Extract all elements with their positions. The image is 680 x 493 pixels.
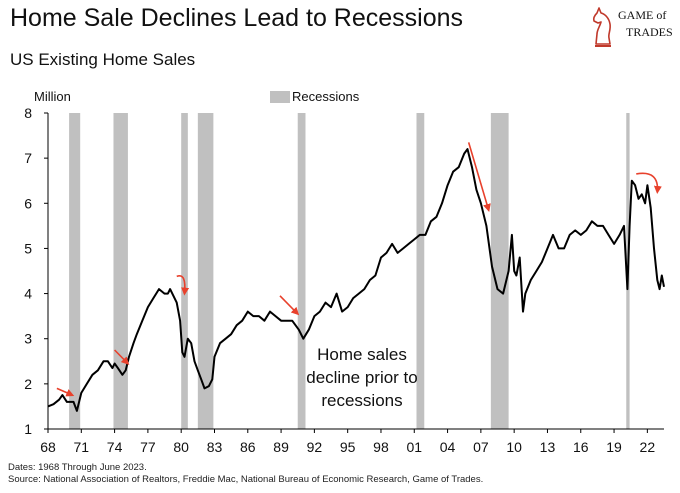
x-tick-label: 89 xyxy=(273,439,289,455)
recession-band xyxy=(113,113,128,429)
x-tick-label: 98 xyxy=(373,439,389,455)
x-tick-label: 95 xyxy=(340,439,356,455)
y-tick-label: 6 xyxy=(24,195,32,211)
chart-title: Home Sale Declines Lead to Recessions xyxy=(10,4,464,32)
annotation-line-1: Home sales xyxy=(317,345,407,364)
axes xyxy=(47,113,664,430)
x-tick-label: 80 xyxy=(173,439,189,455)
chart-subtitle: US Existing Home Sales xyxy=(10,50,196,69)
x-tick-label: 16 xyxy=(573,439,589,455)
y-axis-label: Million xyxy=(34,89,71,104)
y-tick-label: 5 xyxy=(24,240,32,256)
x-tick-label: 71 xyxy=(74,439,90,455)
x-tick-label: 01 xyxy=(406,439,422,455)
annotation-line-3: recessions xyxy=(321,391,402,410)
chess-knight-icon xyxy=(592,7,612,47)
recession-band xyxy=(297,113,306,429)
brand-line-2: TRADES xyxy=(626,25,673,39)
y-tick-label: 7 xyxy=(24,150,32,166)
x-tick-label: 77 xyxy=(140,439,156,455)
x-tick-label: 86 xyxy=(240,439,256,455)
x-tick-label: 68 xyxy=(40,439,56,455)
legend-label-recessions: Recessions xyxy=(292,89,360,104)
line-chart: 1 2 3 4 5 6 7 8 68 71 74 77 80 83 86 89 92 95 98 01 04 07 10 1… xyxy=(24,89,665,455)
y-axis-ticks: 1 2 3 4 5 6 7 8 xyxy=(24,105,48,437)
x-tick-label: 83 xyxy=(207,439,223,455)
decline-arrow xyxy=(467,142,491,212)
decline-arrow xyxy=(56,387,75,397)
x-tick-label: 19 xyxy=(606,439,622,455)
x-axis-ticks: 68 71 74 77 80 83 86 89 92 95 98 01 04 07 10 13 16 19 22 xyxy=(40,429,655,455)
recession-band xyxy=(181,113,188,429)
y-tick-label: 8 xyxy=(24,105,32,121)
x-tick-label: 10 xyxy=(506,439,522,455)
decline-arrow xyxy=(279,295,300,316)
series-line-existing-home-sales xyxy=(47,148,665,412)
decline-arrow xyxy=(636,172,662,194)
annotation-line-2: decline prior to xyxy=(306,368,418,387)
y-tick-label: 1 xyxy=(24,421,32,437)
x-tick-label: 74 xyxy=(107,439,123,455)
decline-arrow xyxy=(114,349,130,365)
x-tick-label: 07 xyxy=(473,439,489,455)
recession-band xyxy=(69,113,81,429)
brand-logo: GAME of TRADES xyxy=(590,4,676,48)
y-tick-label: 2 xyxy=(24,376,32,392)
recession-band xyxy=(490,113,509,429)
x-tick-label: 13 xyxy=(540,439,556,455)
brand-line-1: GAME of xyxy=(618,8,667,22)
footnote-source: Source: National Association of Realtors… xyxy=(8,474,484,485)
y-tick-label: 3 xyxy=(24,331,32,347)
recession-band xyxy=(416,113,425,429)
x-tick-label: 92 xyxy=(307,439,323,455)
x-tick-label: 22 xyxy=(640,439,656,455)
decline-arrows xyxy=(56,142,662,397)
x-tick-label: 04 xyxy=(440,439,456,455)
footnote-dates: Dates: 1968 Through June 2023. xyxy=(8,462,147,473)
y-tick-label: 4 xyxy=(24,286,32,302)
decline-arrow xyxy=(176,275,190,296)
legend-swatch-recessions xyxy=(270,91,290,103)
recession-band xyxy=(197,113,214,429)
